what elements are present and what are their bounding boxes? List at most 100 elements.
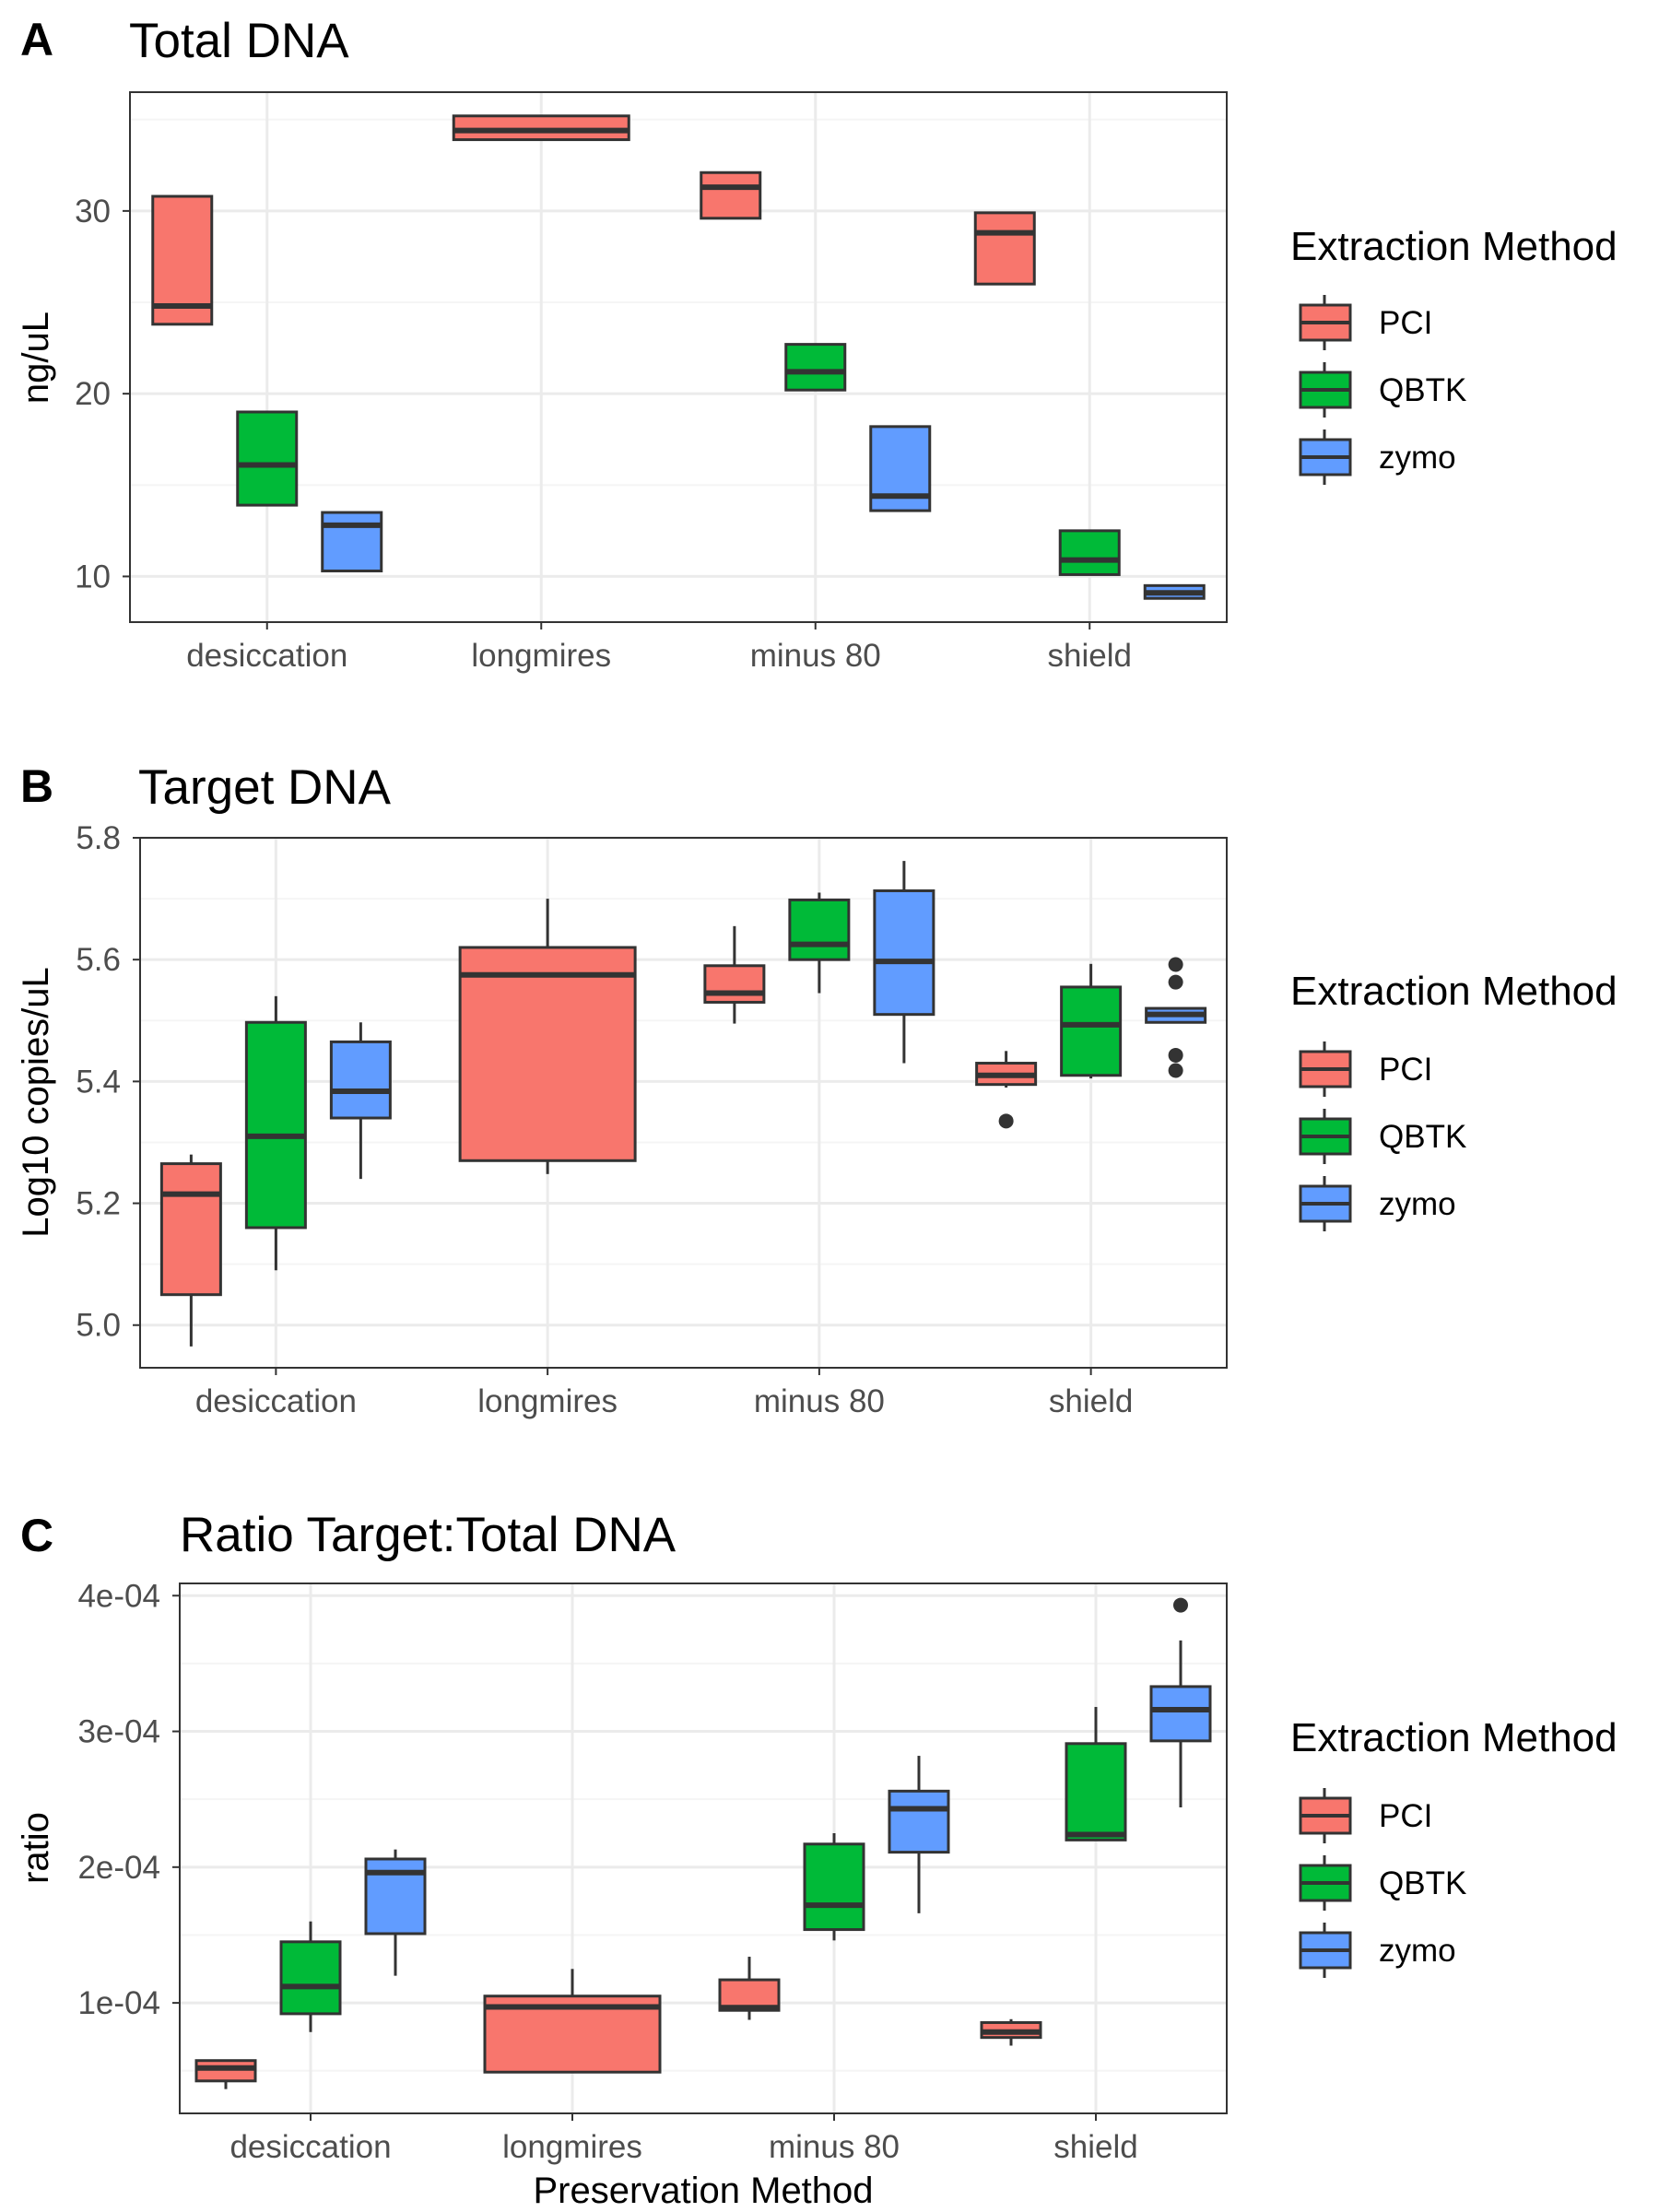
box-body xyxy=(803,1842,865,1932)
legend-key-qbtk xyxy=(1299,362,1352,418)
box-body xyxy=(1149,1685,1212,1743)
panel-border xyxy=(129,91,1228,623)
x-tick-label: desiccation xyxy=(195,1383,357,1419)
y-tick-label: 5.4 xyxy=(76,1064,121,1100)
legend-label-zymo: zymo xyxy=(1379,1933,1456,1969)
box-body xyxy=(159,1162,222,1297)
legend-key-pci xyxy=(1299,1041,1352,1097)
box-pci-desiccation xyxy=(151,194,214,326)
x-tick-label: desiccation xyxy=(229,2129,391,2165)
box-zymo-shield xyxy=(1149,1597,1212,1808)
box-zymo-minus-80 xyxy=(873,861,935,1064)
legend-label-qbtk: QBTK xyxy=(1379,372,1466,408)
x-tick-label: shield xyxy=(1048,638,1132,674)
box-body xyxy=(784,343,847,392)
box-pci-minus-80 xyxy=(703,925,766,1024)
legend-key-qbtk xyxy=(1299,1855,1352,1911)
y-axis-title: ratio xyxy=(16,1812,56,1884)
box-pci-shield xyxy=(975,1051,1038,1129)
x-tick-label: desiccation xyxy=(186,638,347,674)
box-pci-longmires xyxy=(458,899,637,1174)
x-tick-label: shield xyxy=(1049,1383,1133,1419)
box-zymo-minus-80 xyxy=(869,425,932,512)
box-pci-desiccation xyxy=(194,2059,257,2089)
box-qbtk-desiccation xyxy=(236,410,299,507)
box-qbtk-minus-80 xyxy=(784,343,847,392)
outlier-point xyxy=(1168,1047,1183,1063)
box-body xyxy=(888,1789,950,1854)
box-body xyxy=(700,171,762,220)
outlier-point xyxy=(1173,1597,1188,1613)
box-body xyxy=(788,898,851,961)
box-pci-longmires xyxy=(452,114,630,142)
y-tick-label: 2e-04 xyxy=(77,1850,160,1886)
box-pci-desiccation xyxy=(159,1154,222,1347)
legend-label-pci: PCI xyxy=(1379,1798,1432,1834)
x-tick-label: longmires xyxy=(502,2129,642,2165)
legend-key-zymo xyxy=(1299,1176,1352,1231)
box-body xyxy=(329,1040,392,1120)
box-qbtk-minus-80 xyxy=(803,1833,865,1941)
legend-label-pci: PCI xyxy=(1379,1052,1432,1088)
plot-background xyxy=(140,838,1227,1368)
box-qbtk-shield xyxy=(1060,963,1123,1079)
legend-label-pci: PCI xyxy=(1379,305,1432,341)
y-tick-label: 5.6 xyxy=(76,942,121,978)
x-tick-label: longmires xyxy=(477,1383,618,1419)
y-tick-label: 5.0 xyxy=(76,1308,121,1344)
y-tick-label: 1e-04 xyxy=(77,1985,160,2021)
x-tick-label: minus 80 xyxy=(754,1383,885,1419)
box-body xyxy=(703,964,766,1004)
box-pci-minus-80 xyxy=(718,1957,781,2020)
y-tick-label: 10 xyxy=(75,559,111,594)
outlier-point xyxy=(998,1113,1014,1129)
legend-label-qbtk: QBTK xyxy=(1379,1865,1466,1901)
y-tick-label: 30 xyxy=(75,194,111,229)
box-pci-shield xyxy=(980,2018,1042,2046)
box-pci-shield xyxy=(973,211,1036,286)
box-body xyxy=(458,946,637,1162)
box-qbtk-desiccation xyxy=(279,1921,342,2032)
panel-a-letter: A xyxy=(20,14,53,65)
box-pci-longmires xyxy=(483,1969,662,2074)
legend-c-title: Extraction Method xyxy=(1290,1715,1618,1760)
legend-key-zymo xyxy=(1299,1923,1352,1978)
y-tick-label: 3e-04 xyxy=(77,1714,160,1750)
outlier-point xyxy=(1168,974,1183,990)
x-tick-label: minus 80 xyxy=(750,638,881,674)
panel-b-plot: 5.0 5.2 5.4 5.6 5.8 desiccation longmires minus… xyxy=(16,820,1228,1419)
x-tick-label: longmires xyxy=(471,638,611,674)
box-zymo-minus-80 xyxy=(888,1756,950,1913)
panel-c-title: Ratio Target:Total DNA xyxy=(180,1508,677,1562)
legend-label-qbtk: QBTK xyxy=(1379,1119,1466,1155)
legend-key-zymo xyxy=(1299,429,1352,485)
legend-label-zymo: zymo xyxy=(1379,1186,1456,1222)
box-body xyxy=(973,211,1036,286)
legend-label-zymo: zymo xyxy=(1379,440,1456,476)
box-body xyxy=(1065,1742,1127,1841)
box-body xyxy=(1060,985,1123,1077)
plot-background xyxy=(180,1583,1227,2113)
box-qbtk-minus-80 xyxy=(788,892,851,994)
box-body xyxy=(279,1940,342,2016)
legend-c: Extraction Method PCI QBTK zymo xyxy=(1290,1715,1618,1978)
panel-b-letter: B xyxy=(20,760,53,812)
panel-c-x-axis-title: Preservation Method xyxy=(533,2171,873,2211)
y-tick-label: 5.8 xyxy=(76,820,121,856)
y-axis-title: Log10 copies/uL xyxy=(16,967,56,1238)
box-body xyxy=(873,889,935,1017)
legend-a: Extraction Method PCI QBTK zymo xyxy=(1290,224,1618,485)
box-zymo-shield xyxy=(1143,583,1206,600)
box-qbtk-desiccation xyxy=(244,995,307,1271)
outlier-point xyxy=(1168,957,1183,972)
legend-key-pci xyxy=(1299,295,1352,350)
panel-a-title: Total DNA xyxy=(129,14,349,68)
box-body xyxy=(236,410,299,507)
box-body xyxy=(151,194,214,326)
box-zymo-desiccation xyxy=(321,511,383,572)
legend-b-title: Extraction Method xyxy=(1290,969,1618,1014)
box-qbtk-shield xyxy=(1058,529,1121,576)
box-body xyxy=(1058,529,1121,576)
box-qbtk-shield xyxy=(1065,1707,1127,1841)
